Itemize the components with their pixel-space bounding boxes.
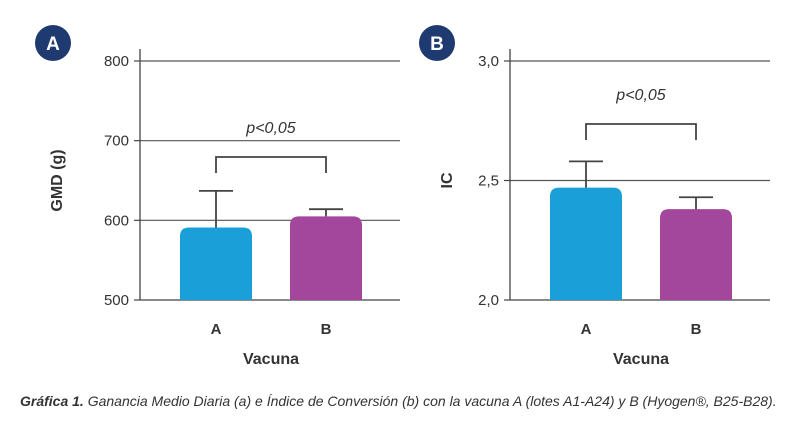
x-tick-label: B [321, 321, 332, 338]
panel-badge [419, 25, 455, 61]
bar-a [180, 227, 252, 300]
panel-badge-label: A [46, 34, 60, 55]
bar-b [660, 209, 732, 300]
significance-bracket [585, 123, 697, 140]
y-axis-label: GMD (g) [49, 149, 66, 211]
y-tick-label: 2,0 [478, 292, 499, 309]
p-value-label: p<0,05 [615, 87, 665, 104]
figure: 500 600 700 800 A Bp<0,05 Vacuna GMD (g) A 2,0 2,5… [35, 25, 770, 368]
chart-panel-b: 2,0 2,5 3,0 A Bp<0,05 Vacuna IC B [419, 25, 770, 368]
significance-bracket [215, 156, 327, 173]
y-tick-label: 3,0 [478, 53, 499, 70]
caption-text: Ganancia Medio Diaria (a) e Índice de Co… [83, 393, 777, 409]
caption-lead: Gráfica 1. [20, 393, 84, 409]
y-tick-label: 700 [104, 133, 129, 150]
bar-a [550, 187, 622, 300]
x-axis-label: Vacuna [613, 351, 669, 368]
chart-panel-a: 500 600 700 800 A Bp<0,05 Vacuna GMD (g) A [35, 25, 400, 368]
x-axis-label: Vacuna [243, 351, 299, 368]
y-axis-label: IC [439, 172, 456, 188]
y-tick-label: 800 [104, 53, 129, 70]
bar-b [290, 216, 362, 300]
y-tick-label: 500 [104, 292, 129, 309]
figure-caption: Gráfica 1. Ganancia Medio Diaria (a) e Í… [20, 393, 790, 409]
x-tick-label: B [691, 321, 702, 338]
x-tick-label: A [211, 321, 222, 338]
panel-badge [35, 25, 71, 61]
p-value-label: p<0,05 [245, 120, 295, 137]
y-tick-label: 2,5 [478, 173, 499, 190]
panel-badge-label: B [430, 34, 444, 55]
y-tick-label: 600 [104, 212, 129, 229]
x-tick-label: A [581, 321, 592, 338]
